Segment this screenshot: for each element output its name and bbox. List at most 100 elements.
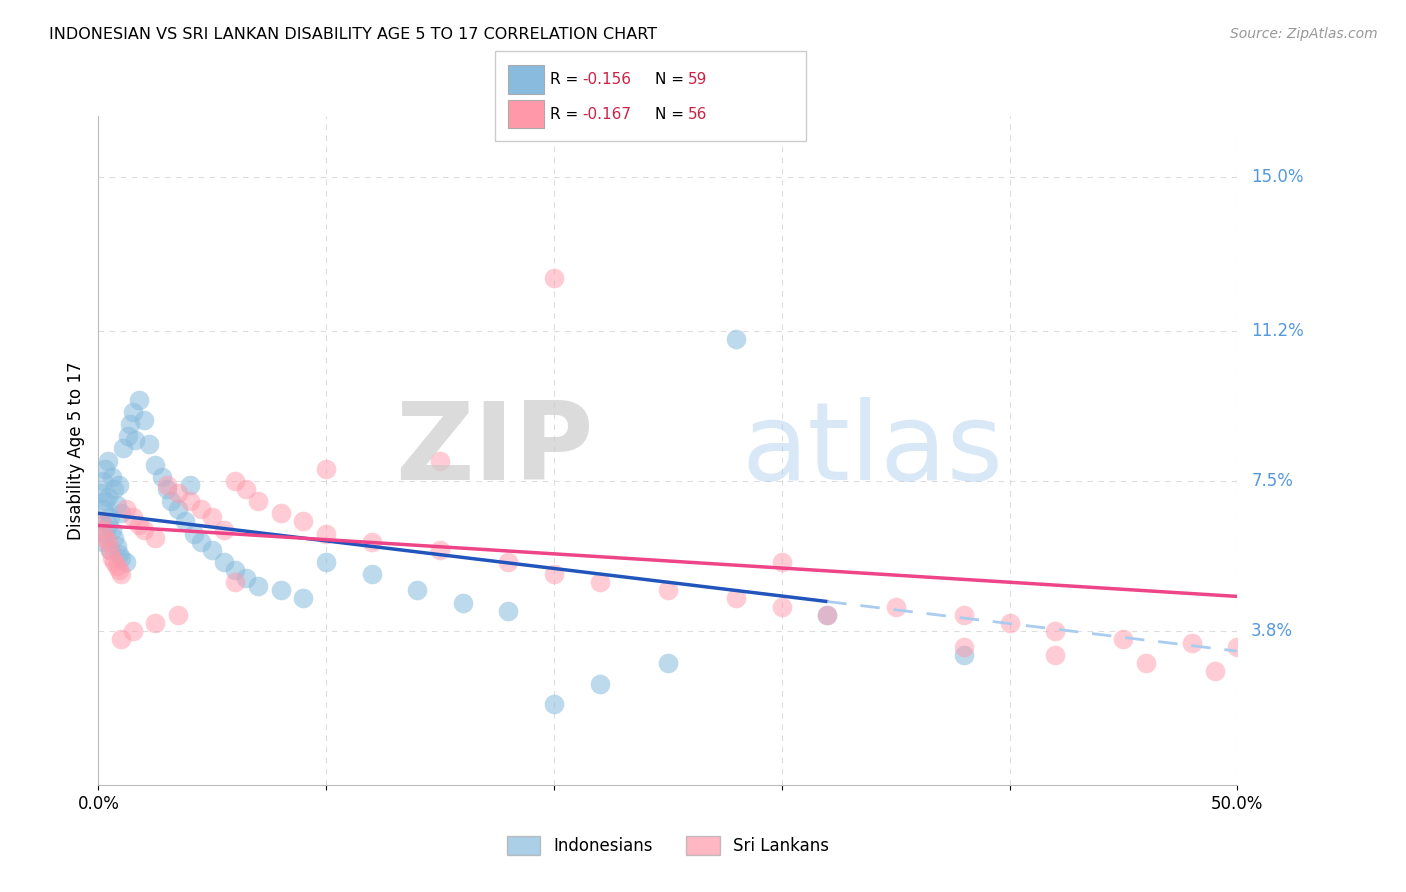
Point [1043,624,1066,638]
Point [246,579,269,593]
Point [725,332,748,346]
Point [96,453,118,467]
Point [406,583,429,598]
Text: 11.2%: 11.2% [1251,322,1303,340]
Point [101,523,124,537]
Legend: Indonesians, Sri Lankans: Indonesians, Sri Lankans [499,828,837,863]
Point [150,470,173,484]
Point [498,555,520,569]
Point [90,515,112,529]
Point [953,607,976,622]
Point [235,482,257,496]
Point [770,555,793,569]
Point [1181,636,1204,650]
Point [1204,665,1226,679]
Point [128,518,150,533]
Point [128,392,150,407]
Point [108,563,131,577]
Point [110,506,132,520]
Point [183,526,205,541]
Point [108,547,131,561]
Text: 59: 59 [688,72,707,87]
Point [498,604,520,618]
Text: ZIP: ZIP [395,398,593,503]
Point [156,478,179,492]
Point [98,510,121,524]
Point [315,555,337,569]
Point [105,498,128,512]
Point [94,531,117,545]
Point [98,542,121,557]
Point [91,523,114,537]
Point [292,515,315,529]
Point [212,523,235,537]
Point [179,494,201,508]
Point [121,624,143,638]
Point [103,482,125,496]
Point [270,583,292,598]
Point [429,542,451,557]
Point [292,591,315,606]
Point [101,470,124,484]
Point [94,461,117,475]
Point [117,429,139,443]
Point [953,648,976,663]
Point [543,567,565,582]
Point [94,494,117,508]
Point [179,478,201,492]
Point [96,490,118,504]
Point [121,510,143,524]
Point [657,583,679,598]
Point [543,697,565,711]
Point [98,542,121,557]
Text: 56: 56 [688,107,707,121]
Text: 3.8%: 3.8% [1251,622,1294,640]
Text: -0.167: -0.167 [582,107,631,121]
Point [114,555,136,569]
Point [190,502,212,516]
Point [953,640,976,654]
Point [1226,640,1249,654]
Point [132,413,155,427]
Point [160,494,183,508]
Point [105,539,128,553]
Y-axis label: Disability Age 5 to 17: Disability Age 5 to 17 [66,361,84,540]
Point [725,591,748,606]
Point [190,534,212,549]
Text: R =: R = [550,72,583,87]
Point [110,567,132,582]
Point [246,494,269,508]
Point [138,437,160,451]
Text: 7.5%: 7.5% [1251,472,1294,490]
Text: Source: ZipAtlas.com: Source: ZipAtlas.com [1230,27,1378,41]
Point [998,615,1021,630]
Point [224,563,246,577]
Point [145,458,167,472]
Point [429,453,451,467]
Point [114,502,136,516]
Point [91,474,114,488]
Point [112,442,135,456]
Point [110,550,132,565]
Text: N =: N = [655,72,689,87]
Point [315,526,337,541]
Point [224,474,246,488]
Point [103,531,125,545]
Point [108,478,131,492]
Point [105,559,128,574]
Point [145,615,167,630]
Point [201,542,224,557]
Point [120,417,142,431]
Text: INDONESIAN VS SRI LANKAN DISABILITY AGE 5 TO 17 CORRELATION CHART: INDONESIAN VS SRI LANKAN DISABILITY AGE … [49,27,658,42]
Point [91,534,114,549]
Point [132,523,155,537]
Point [212,555,235,569]
Point [1112,632,1135,646]
Text: atlas: atlas [742,398,1004,503]
Point [815,607,838,622]
Point [96,518,118,533]
Point [94,526,117,541]
Point [167,486,190,500]
Point [91,502,114,516]
Point [121,405,143,419]
